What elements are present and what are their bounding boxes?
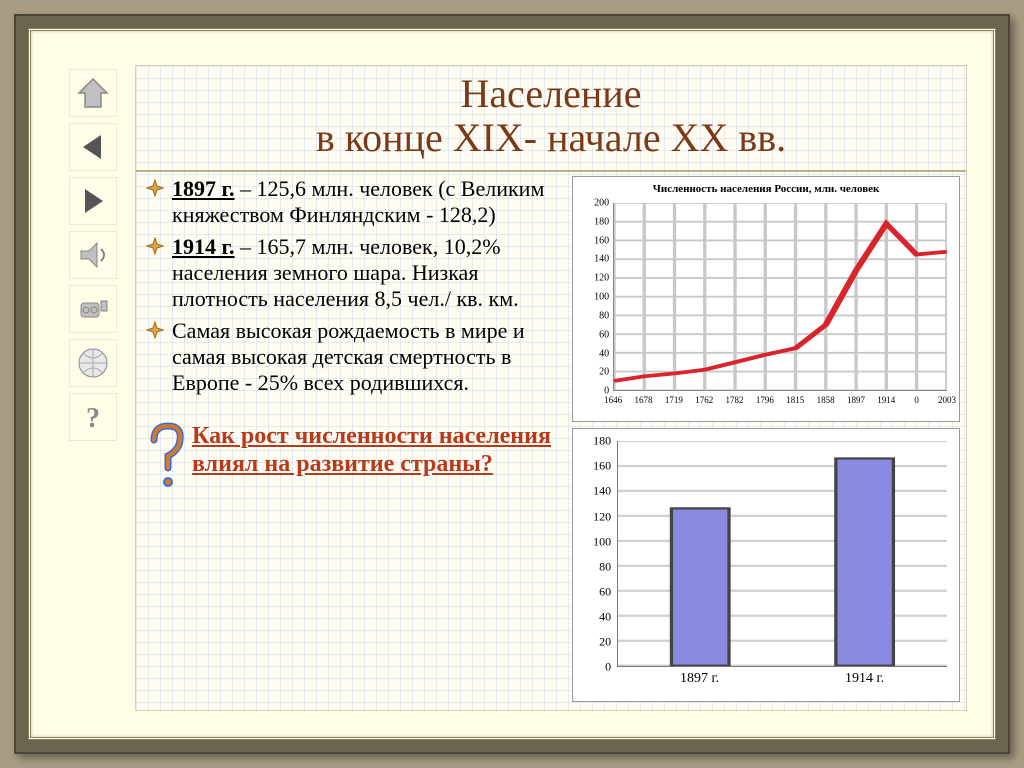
bullet-icon [146,321,164,339]
globe-icon [75,345,111,381]
text-column: 1897 г. – 125,6 млн. человек (с Великим … [146,176,566,702]
line-chart-title: Численность населения России, млн. челов… [573,177,959,195]
bullet-icon [146,237,164,255]
bullet-list: 1897 г. – 125,6 млн. человек (с Великим … [146,176,566,396]
line-chart-y-axis: 020406080100120140160180200 [577,203,611,391]
title-line1: Население [461,71,642,116]
list-item: 1914 г. – 165,7 млн. человек, 10,2% насе… [146,234,566,312]
bar-chart-x-axis: 1897 г.1914 г. [617,671,947,695]
line-chart-plot [613,203,947,391]
line-chart-x-axis: 1646167817191762178217961815185818971914… [613,395,947,417]
bar-chart-svg [618,441,947,666]
bullet-year: 1897 г. [172,176,235,201]
question-mark-icon [146,422,186,492]
nav-sidebar: ? [69,69,125,441]
slide-title: Население в конце XIX- начале XX вв. [136,66,966,172]
nav-prev-button[interactable] [69,123,117,171]
bullet-icon [146,179,164,197]
nav-home-button[interactable] [69,69,117,117]
bullet-year: 1914 г. [172,234,235,259]
prev-icon [75,129,111,165]
title-line2: в конце XIX- начале XX вв. [316,115,786,160]
home-icon [75,75,111,111]
video-icon [75,291,111,327]
body-row: 1897 г. – 125,6 млн. человек (с Великим … [136,172,966,708]
charts-column: Численность населения России, млн. челов… [572,176,960,702]
line-chart-svg [614,203,947,390]
slide-inner-frame: ? Население в конце XIX- начале XX вв. 1… [28,28,996,740]
help-icon: ? [75,399,111,435]
bullet-text: Самая высокая рождаемость в мире и самая… [172,318,525,395]
next-icon [75,183,111,219]
slide-content: Население в конце XIX- начале XX вв. 189… [135,65,967,711]
line-chart: Численность населения России, млн. челов… [572,176,960,422]
svg-text:?: ? [86,403,100,434]
bar-chart-y-axis: 020406080100120140160180 [577,441,615,667]
nav-globe-button[interactable] [69,339,117,387]
question-text: Как рост численности населения влиял на … [192,422,566,480]
question-row: Как рост численности населения влиял на … [146,422,566,492]
list-item: Самая высокая рождаемость в мире и самая… [146,318,566,396]
nav-sound-button[interactable] [69,231,117,279]
slide-outer-frame: ? Население в конце XIX- начале XX вв. 1… [14,14,1010,754]
nav-next-button[interactable] [69,177,117,225]
nav-video-button[interactable] [69,285,117,333]
nav-help-button[interactable]: ? [69,393,117,441]
bar-chart-plot [617,441,947,667]
sound-icon [75,237,111,273]
bar-chart: 020406080100120140160180 1897 г.1914 г. [572,428,960,702]
list-item: 1897 г. – 125,6 млн. человек (с Великим … [146,176,566,228]
